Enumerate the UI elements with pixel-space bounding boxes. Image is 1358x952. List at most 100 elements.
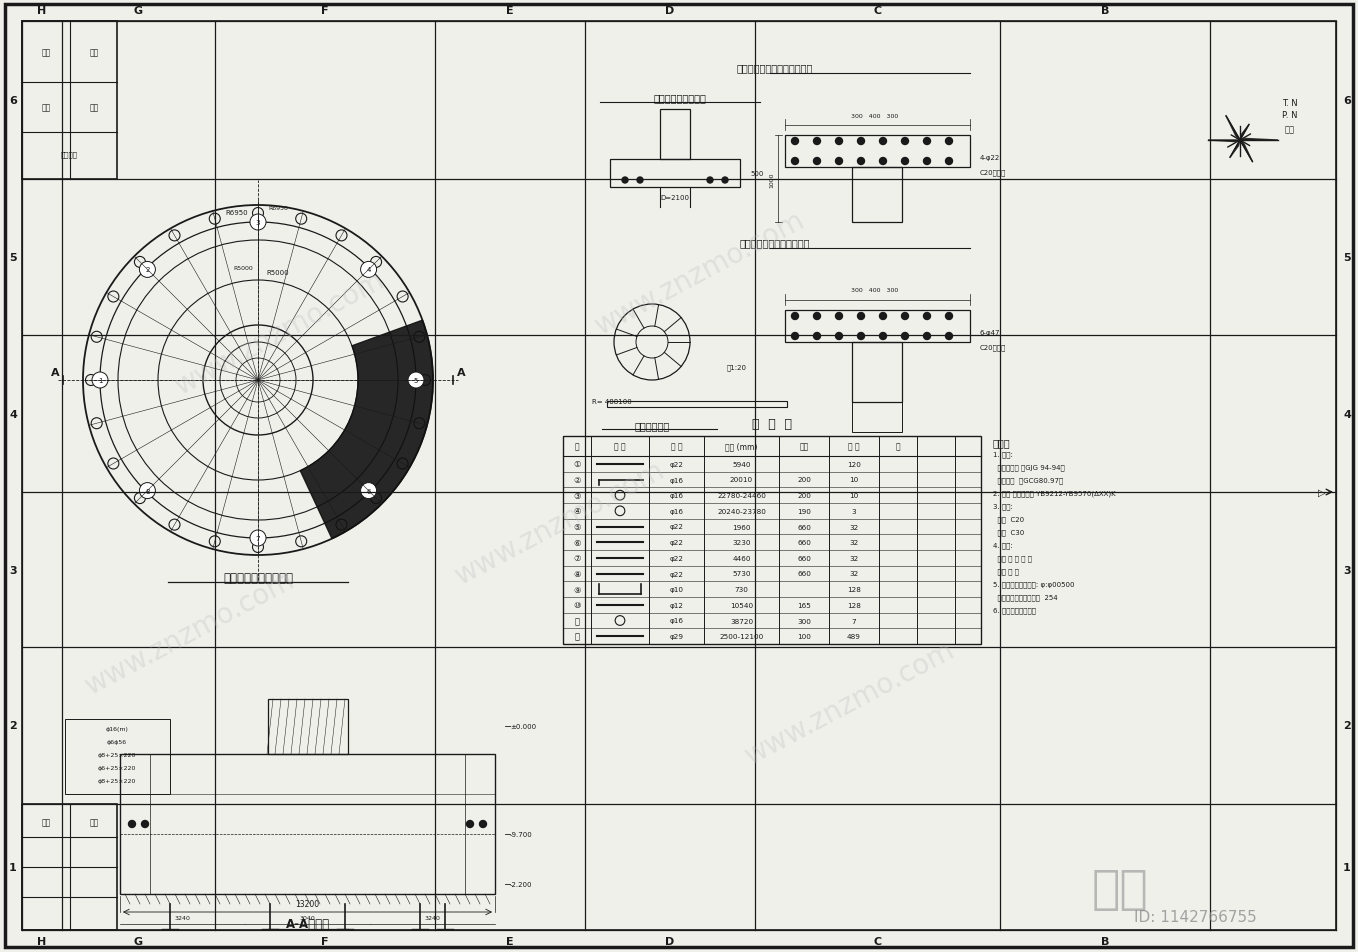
Text: -9.700: -9.700: [511, 831, 532, 837]
Text: 5. 桩位打设轴线偏移: φ:φ00500: 5. 桩位打设轴线偏移: φ:φ00500: [993, 581, 1074, 587]
Text: A-A剖面图: A-A剖面图: [285, 918, 330, 930]
Polygon shape: [1240, 139, 1278, 141]
Text: www.znzmo.com: www.znzmo.com: [170, 266, 390, 400]
Text: C20混凝土: C20混凝土: [980, 169, 1006, 176]
Bar: [22, 22, 117, 180]
Circle shape: [902, 138, 909, 146]
Text: R6950: R6950: [268, 206, 288, 210]
Text: 数: 数: [896, 442, 900, 451]
Text: 4: 4: [367, 268, 371, 273]
Text: 号: 号: [574, 442, 580, 451]
Text: F: F: [322, 6, 329, 16]
Text: 8: 8: [145, 488, 149, 494]
Text: H: H: [38, 936, 46, 946]
Text: R6950: R6950: [225, 209, 249, 216]
Text: 489: 489: [847, 633, 861, 640]
Text: 6: 6: [10, 96, 16, 106]
Circle shape: [140, 483, 155, 499]
Text: 660: 660: [797, 540, 811, 545]
Bar: [607, 402, 788, 407]
Text: 烟囱承台配筋及模板图: 烟囱承台配筋及模板图: [223, 571, 293, 584]
Text: A: A: [456, 367, 466, 378]
Text: 桶基打设过低基框锁定详图: 桶基打设过低基框锁定详图: [740, 238, 811, 248]
Text: 1: 1: [10, 863, 16, 872]
Text: 桩孔  C30: 桩孔 C30: [993, 529, 1024, 536]
Bar: [268, 700, 348, 754]
Circle shape: [880, 138, 887, 146]
Circle shape: [792, 138, 799, 146]
Text: 2500-12100: 2500-12100: [720, 633, 763, 640]
Text: 500: 500: [750, 170, 763, 177]
Text: 128: 128: [847, 603, 861, 608]
Text: 比1:20: 比1:20: [727, 365, 747, 371]
Text: φ12: φ12: [669, 603, 683, 608]
Circle shape: [361, 483, 376, 499]
Text: 2. 钢铁 混凝土钢筋 YB9212-YB9570(ΔXX)K: 2. 钢铁 混凝土钢筋 YB9212-YB9570(ΔXX)K: [993, 490, 1116, 497]
Text: 32: 32: [849, 571, 858, 577]
Text: φ10: φ10: [669, 586, 683, 592]
Text: ϕ8+25×220: ϕ8+25×220: [98, 753, 136, 758]
Bar: [65, 720, 170, 794]
Text: 5730: 5730: [732, 571, 751, 577]
Text: 32: 32: [849, 524, 858, 530]
Text: 5: 5: [10, 252, 16, 263]
Text: ⑩: ⑩: [573, 601, 581, 609]
Text: 桶基打设正常位置基框锁定图: 桶基打设正常位置基框锁定图: [737, 63, 813, 73]
Text: 165: 165: [797, 603, 811, 608]
Circle shape: [835, 138, 842, 146]
Text: 100: 100: [797, 633, 811, 640]
Text: -2.200: -2.200: [511, 881, 532, 887]
Text: 4460: 4460: [732, 555, 751, 562]
Text: 3: 3: [10, 565, 16, 575]
Circle shape: [813, 158, 820, 166]
Circle shape: [835, 158, 842, 166]
Text: 图号: 图号: [41, 818, 50, 826]
Text: D: D: [665, 6, 675, 16]
Text: B: B: [1101, 936, 1109, 946]
Text: 桩基 种 类: 桩基 种 类: [993, 568, 1018, 575]
Circle shape: [923, 158, 930, 166]
Circle shape: [880, 333, 887, 340]
Circle shape: [361, 262, 376, 278]
Text: 20240-23780: 20240-23780: [717, 508, 766, 514]
Text: 烟囱基础: 烟囱基础: [61, 151, 77, 158]
Text: T. N: T. N: [1282, 98, 1298, 108]
Circle shape: [722, 178, 728, 184]
Text: 若桩顶标高低于规定值  254: 若桩顶标高低于规定值 254: [993, 594, 1058, 601]
Text: 4. 承台:: 4. 承台:: [993, 542, 1013, 548]
Text: 3: 3: [1343, 565, 1351, 575]
Text: 说明：: 说明：: [993, 438, 1010, 447]
Text: D=2100: D=2100: [660, 195, 690, 201]
Text: R5000: R5000: [266, 269, 289, 276]
Text: 20010: 20010: [731, 477, 754, 483]
Circle shape: [857, 158, 865, 166]
Text: 7: 7: [851, 618, 857, 624]
Text: 5: 5: [414, 378, 418, 384]
Text: www.znzmo.com: www.znzmo.com: [451, 455, 669, 589]
Text: www.znzmo.com: www.znzmo.com: [80, 565, 300, 700]
Text: φ16: φ16: [669, 508, 683, 514]
Text: ϕ8+25×220: ϕ8+25×220: [98, 779, 136, 783]
Text: ⑦: ⑦: [573, 554, 581, 563]
Circle shape: [129, 821, 136, 827]
Text: 300   400   300: 300 400 300: [851, 113, 899, 118]
Text: 4: 4: [1343, 409, 1351, 419]
Text: ▷: ▷: [1319, 487, 1325, 498]
Circle shape: [902, 333, 909, 340]
Polygon shape: [1226, 117, 1240, 141]
Text: 3: 3: [851, 508, 857, 514]
Text: ①: ①: [573, 460, 581, 468]
Text: 级 别: 级 别: [671, 442, 682, 451]
Circle shape: [902, 158, 909, 166]
Text: D: D: [665, 936, 675, 946]
Text: 2: 2: [145, 268, 149, 273]
Text: φ22: φ22: [669, 540, 683, 545]
Polygon shape: [1240, 126, 1249, 141]
Text: 3040: 3040: [300, 916, 315, 921]
Text: 6. 钢筋接头接法详图: 6. 钢筋接头接法详图: [993, 607, 1036, 614]
Text: 建筑地基  《GCG80.97》: 建筑地基 《GCG80.97》: [993, 477, 1063, 484]
Circle shape: [902, 313, 909, 320]
Text: 660: 660: [797, 571, 811, 577]
Text: 32: 32: [849, 555, 858, 562]
Circle shape: [250, 530, 266, 546]
